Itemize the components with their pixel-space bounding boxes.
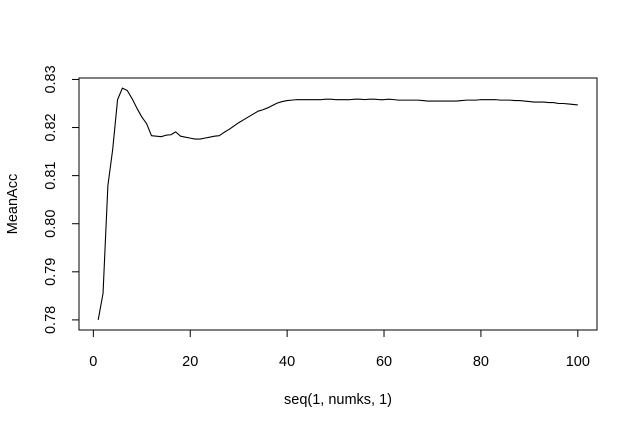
plot-frame [78,77,598,331]
y-tick-label: 0.82 [43,113,59,141]
x-tick-label: 80 [473,354,489,370]
x-tick-label: 20 [182,354,198,370]
y-tick-label: 0.80 [43,210,59,238]
x-tick-label: 40 [279,354,295,370]
series-line [97,87,578,320]
y-tick-label: 0.81 [43,162,59,190]
y-tick-label: 0.79 [43,258,59,286]
x-axis-title: seq(1, numks, 1) [284,392,392,408]
y-axis-ticks: 0.78 0.79 0.80 0.81 0.82 0.83 [43,65,79,334]
y-tick-label: 0.83 [43,65,59,93]
x-tick-label: 100 [566,354,590,370]
x-tick-label: 0 [89,354,97,370]
y-axis-title: MeanAcc [5,174,21,234]
y-tick-label: 0.78 [43,306,59,334]
x-tick-label: 60 [376,354,392,370]
x-axis-ticks: 0 20 40 60 80 100 [89,330,590,370]
